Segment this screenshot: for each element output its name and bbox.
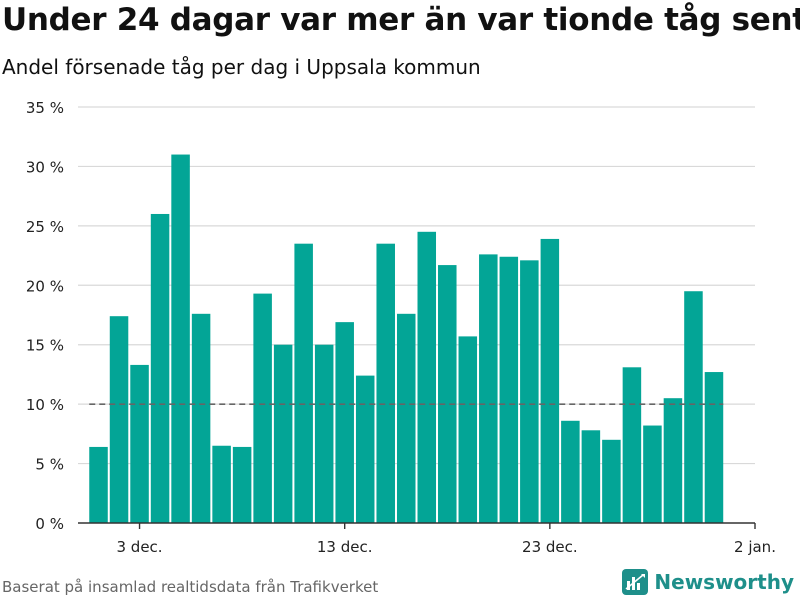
bar [150,213,170,523]
bar [273,344,293,523]
bar [335,322,354,523]
bar [109,316,129,523]
bar [438,265,457,523]
y-tick-label: 20 % [26,277,64,295]
bar [396,313,416,523]
y-tick-label: 35 % [26,99,64,117]
bar [561,420,580,523]
newsworthy-logo-icon [622,569,649,595]
bar [171,154,190,524]
bar [684,291,703,523]
bar [704,372,724,523]
y-tick-label: 10 % [26,396,64,414]
bar [520,260,539,523]
bar [417,231,437,524]
bar [540,238,560,523]
bar [376,243,395,523]
bar [643,425,662,523]
bar [130,364,149,523]
bar [663,398,683,523]
bar [355,375,375,523]
y-tick-label: 5 % [35,456,64,474]
bar [89,446,108,523]
y-tick-label: 25 % [26,218,64,236]
brand-name: Newsworthy [654,570,794,594]
y-tick-label: 15 % [26,337,64,355]
x-tick-label: 13 dec. [317,538,373,556]
x-tick-label: 23 dec. [522,538,578,556]
bar [212,445,231,523]
bar [253,293,272,523]
chart-subtitle: Andel försenade tåg per dag i Uppsala ko… [2,55,481,79]
x-tick-label: 3 dec. [117,538,163,556]
bar [294,243,313,523]
y-tick-label: 0 % [35,515,64,533]
bar [581,430,601,523]
bar [191,313,211,523]
bar [458,336,478,523]
bar [602,439,621,523]
bar [232,446,252,523]
x-tick-label: 2 jan. [734,538,776,556]
bar [622,367,642,523]
bar [479,254,498,523]
brand-logo: Newsworthy [622,569,794,595]
source-note: Baserat på insamlad realtidsdata från Tr… [2,578,379,596]
y-tick-label: 30 % [26,158,64,176]
chart-title: Under 24 dagar var mer än var tionde tåg… [2,2,800,38]
bar [499,256,519,523]
bar [314,344,334,523]
